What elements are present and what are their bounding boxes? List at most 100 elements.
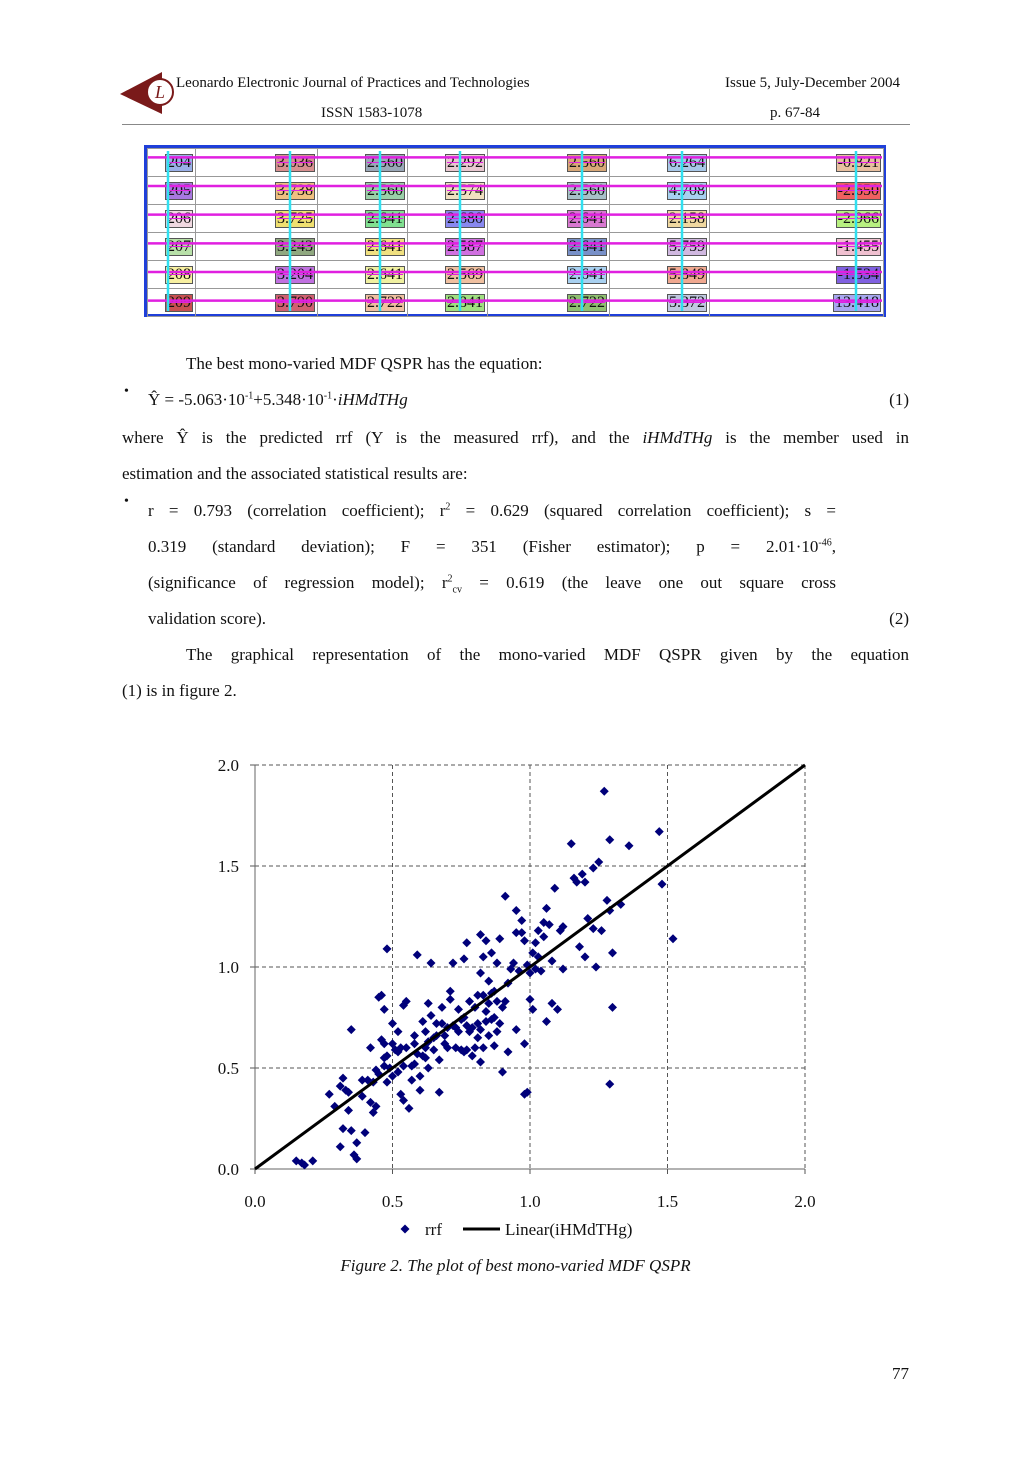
data-point xyxy=(487,948,496,958)
data-point xyxy=(597,926,606,936)
data-point xyxy=(531,938,540,948)
page-number: 77 xyxy=(892,1364,909,1383)
x-tick-label: 2.0 xyxy=(794,1192,815,1211)
legend-label-rrf: rrf xyxy=(425,1220,442,1239)
data-point xyxy=(459,954,469,964)
x-tick-label: 1.0 xyxy=(519,1192,540,1211)
data-point xyxy=(525,994,535,1004)
data-point xyxy=(344,1087,353,1097)
data-point xyxy=(401,1043,411,1053)
table-row: 207 3.243 2.641 2.587 2.641 5.759 -1.455 xyxy=(147,232,884,261)
data-point xyxy=(426,958,436,968)
cell-value: 2.722 xyxy=(567,293,607,312)
data-point xyxy=(550,883,560,893)
data-point xyxy=(410,1059,419,1069)
data-point xyxy=(588,863,598,873)
data-point xyxy=(624,841,634,851)
table-cell: -2.966 xyxy=(709,204,884,233)
table-cell: 2.641 xyxy=(487,232,610,261)
cell-value: 208 xyxy=(165,265,193,284)
stats-line1: r = 0.793 (correlation coefficient); r2 … xyxy=(148,501,836,520)
graph-text-line1: The graphical representation of the mono… xyxy=(186,645,909,664)
table-cell: 2.722 xyxy=(317,288,408,317)
journal-title: Leonardo Electronic Journal of Practices… xyxy=(176,75,530,91)
intro-text: The best mono-varied MDF QSPR has the eq… xyxy=(186,354,543,373)
table-cell: 2.641 xyxy=(317,204,408,233)
stats-line4: validation score). xyxy=(148,609,267,628)
data-point xyxy=(492,996,502,1006)
cell-value: 2.569 xyxy=(445,265,485,284)
data-point xyxy=(484,976,494,986)
cell-value: 2.158 xyxy=(667,209,707,228)
data-point xyxy=(346,1126,356,1136)
y-tick-label: 0.0 xyxy=(218,1160,239,1179)
data-point xyxy=(539,932,549,942)
data-point xyxy=(542,903,551,913)
data-point xyxy=(498,1067,507,1077)
data-point xyxy=(492,958,502,968)
cell-value: 2.841 xyxy=(445,293,485,312)
data-point xyxy=(668,934,678,944)
table-cell: 2.292 xyxy=(407,148,488,177)
equation-1-number: (1) xyxy=(889,390,909,409)
x-tick-label: 1.5 xyxy=(657,1192,678,1211)
data-point xyxy=(445,986,455,996)
data-point xyxy=(393,1047,403,1057)
data-point xyxy=(528,1004,538,1014)
data-point xyxy=(605,1079,615,1089)
cell-value: 2.641 xyxy=(567,265,607,284)
table-cell: 4.708 xyxy=(609,176,710,205)
bullet: • xyxy=(124,384,129,399)
cell-value: 207 xyxy=(165,237,193,256)
cell-value: -1.455 xyxy=(835,237,881,256)
data-point xyxy=(421,1027,430,1037)
regression-line xyxy=(254,763,806,1171)
cell-value: 2.560 xyxy=(365,153,405,172)
data-point xyxy=(410,1039,419,1049)
data-point xyxy=(399,1095,408,1105)
table-cell: 2.560 xyxy=(487,148,610,177)
cell-value: 5.759 xyxy=(667,237,707,256)
data-point xyxy=(509,958,518,968)
data-point xyxy=(599,786,609,796)
cell-value: 2.292 xyxy=(445,153,485,172)
data-point xyxy=(357,1091,367,1101)
table-cell: 2.560 xyxy=(487,176,610,205)
table-cell: 2.641 xyxy=(487,204,610,233)
data-point xyxy=(401,996,411,1006)
data-point xyxy=(393,1067,403,1077)
data-point xyxy=(511,905,521,915)
table-row: 208 3.204 2.641 2.569 2.641 5.849 -1.534 xyxy=(147,260,884,289)
data-point xyxy=(423,1063,433,1073)
data-point xyxy=(434,1055,444,1065)
data-point xyxy=(492,1027,502,1037)
cell-value: 2.680 xyxy=(445,209,485,228)
data-table: 204 3.036 2.560 2.292 2.560 6.264 -0.821 205 3.7… xyxy=(144,145,886,317)
data-point xyxy=(580,952,590,962)
data-point xyxy=(467,1051,477,1061)
data-point xyxy=(547,956,557,966)
data-point xyxy=(533,952,543,962)
data-point xyxy=(462,1045,472,1055)
data-point xyxy=(423,998,433,1008)
legend-marker-rrf xyxy=(400,1224,410,1234)
data-point xyxy=(410,1031,419,1041)
data-point xyxy=(547,998,557,1008)
cell-value: -0.821 xyxy=(835,153,881,172)
cell-value: 5.849 xyxy=(667,265,707,284)
data-point xyxy=(495,934,505,944)
data-point xyxy=(478,952,488,962)
data-point xyxy=(445,994,455,1004)
data-point xyxy=(415,1085,425,1095)
data-point xyxy=(484,998,494,1008)
data-point xyxy=(352,1138,362,1148)
cell-value: 206 xyxy=(165,209,193,228)
data-point xyxy=(572,877,582,887)
table-cell: 2.574 xyxy=(407,176,488,205)
table-cell: -1.534 xyxy=(709,260,884,289)
data-point xyxy=(533,926,543,936)
data-point xyxy=(489,1013,499,1022)
data-point xyxy=(404,1103,414,1113)
data-point xyxy=(580,877,590,887)
stats-line3: (significance of regression model); r2cv… xyxy=(148,573,837,596)
